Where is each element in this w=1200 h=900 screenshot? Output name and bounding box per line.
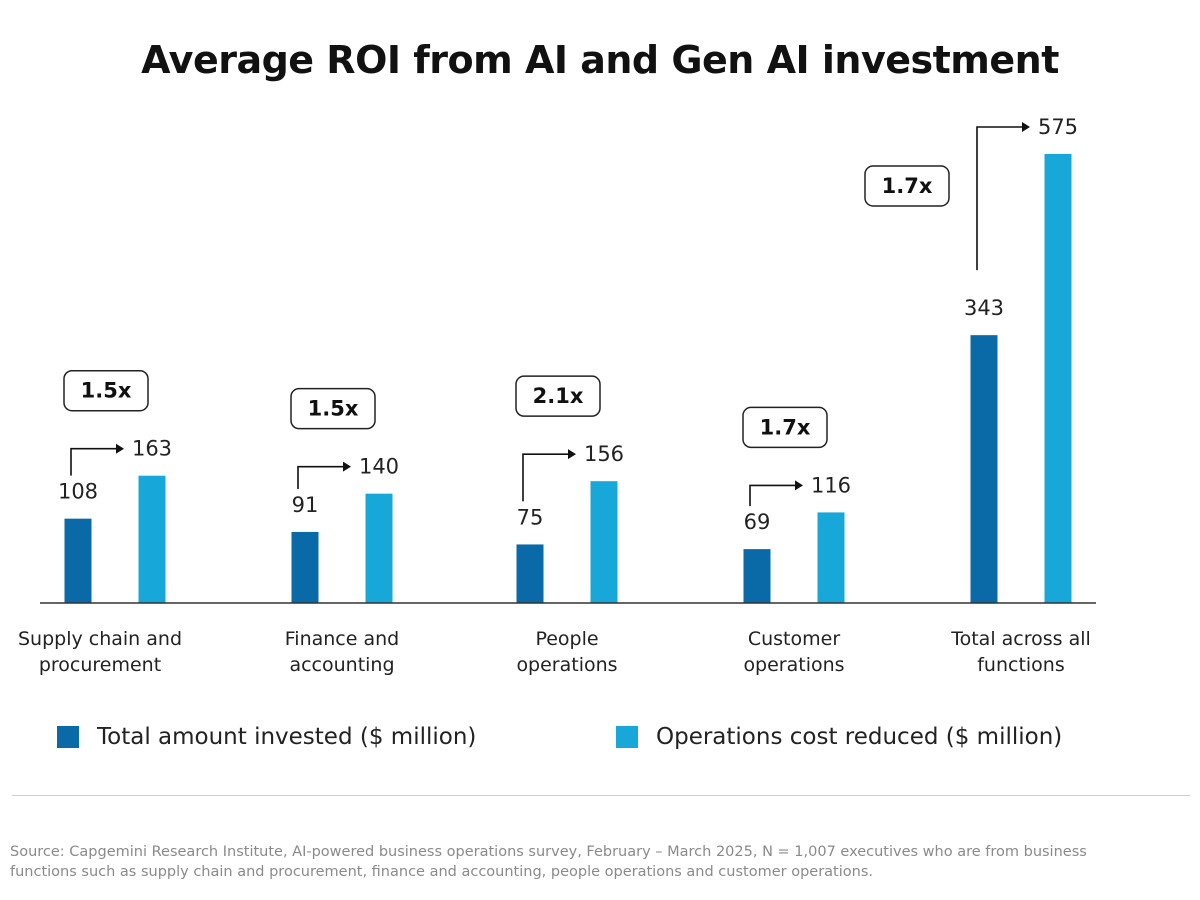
arrow-head-icon [116,443,124,454]
category-label: Finance and accounting [242,626,442,678]
ratio-badge-label: 1.5x [308,397,359,421]
ratio-arrow [749,484,795,507]
source-line-2: functions such as supply chain and procu… [10,864,873,880]
bar-cost-reduced [1044,154,1072,603]
divider [12,795,1190,796]
legend-item-invested: Total amount invested ($ million) [57,724,476,750]
value-label-invested: 91 [292,493,319,517]
value-label-cost-reduced: 575 [1038,115,1078,139]
bar-cost-reduced [817,512,845,603]
arrow-head-icon [343,461,351,472]
value-label-cost-reduced: 116 [811,473,851,497]
value-label-cost-reduced: 163 [132,437,172,461]
ratio-badge [864,165,950,207]
value-label-invested: 108 [58,480,98,504]
value-label-invested: 69 [744,510,771,534]
chart-title: Average ROI from AI and Gen AI investmen… [141,38,1059,82]
bar-invested [743,549,771,603]
value-label-invested: 343 [964,296,1004,320]
legend: Total amount invested ($ million) Operat… [0,724,1200,754]
category-label-line: operations [743,654,845,676]
ratio-badge-label: 1.7x [882,174,933,198]
arrow-head-icon [795,480,803,491]
category-label: Total across all functions [921,626,1121,678]
source-line-1: Source: Capgemini Research Institute, AI… [10,844,1087,860]
category-label-line: procurement [38,654,162,676]
ratio-arrow [297,465,343,489]
category-label-line: Customer [747,628,841,650]
category-label-line: People [535,628,599,650]
bar-chart: 108 163 91 140 75 156 69 116 343 575 1.5x 1.5x 2.1x… [40,115,1096,604]
bar-invested [64,518,92,603]
annotations-layer: 1.5x 1.5x 2.1x 1.7x 1.7x [63,122,1030,507]
category-label-line: Finance and [284,628,400,650]
ratio-badge-label: 1.7x [760,415,811,439]
category-label-line: functions [977,654,1065,676]
ratio-badge [290,387,376,430]
value-label-invested: 75 [517,505,544,529]
legend-swatch-reduced [616,726,638,748]
legend-item-reduced: Operations cost reduced ($ million) [616,724,1062,750]
bar-invested [291,531,319,603]
ratio-badge [515,375,601,417]
bar-cost-reduced [138,475,166,603]
bar-invested [970,335,998,603]
ratio-arrow [976,126,1022,271]
value-label-cost-reduced: 140 [359,455,399,479]
ratio-arrow [70,447,116,476]
category-label: Supply chain and procurement [0,626,200,678]
source-note: Source: Capgemini Research Institute, AI… [10,842,1190,882]
bars-layer [64,154,1072,603]
arrow-head-icon [568,449,576,460]
category-label: Customer operations [694,626,894,678]
bar-cost-reduced [590,481,618,603]
legend-label-reduced: Operations cost reduced ($ million) [656,724,1063,750]
bar-cost-reduced [365,493,393,603]
category-label-line: accounting [289,654,395,676]
value-label-cost-reduced: 156 [584,442,624,466]
category-label: People operations [467,626,667,678]
ratio-badge-label: 1.5x [81,379,132,403]
ratio-arrow [522,453,568,502]
category-label-line: Total across all [951,628,1091,650]
ratio-badge [63,369,149,412]
arrow-head-icon [1022,122,1030,132]
value-labels-layer: 108 163 91 140 75 156 69 116 343 575 [58,115,1078,534]
ratio-badge [742,406,828,449]
category-label-line: operations [516,654,618,676]
bar-invested [516,544,544,603]
legend-swatch-invested [57,726,79,748]
ratio-badge-label: 2.1x [533,384,584,408]
category-label-line: Supply chain and [17,628,183,650]
legend-label-invested: Total amount invested ($ million) [97,724,477,750]
